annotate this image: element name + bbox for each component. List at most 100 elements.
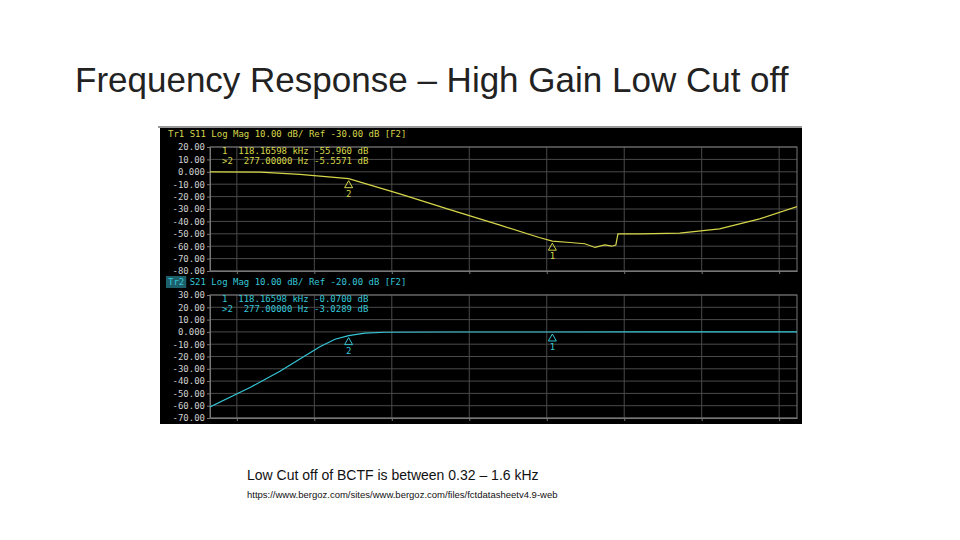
- grid-line-y: [210, 209, 797, 210]
- y-tick-label: -20.00: [172, 192, 205, 202]
- y-tick: -20.00: [172, 352, 210, 362]
- marker-readout: >2 277.00000 Hz -3.0289 dB: [222, 304, 368, 314]
- y-tick-label: 20.00: [178, 303, 205, 313]
- y-tick-mark: [207, 357, 210, 358]
- grid-line-y: [210, 319, 797, 320]
- marker-label: 1: [550, 342, 555, 352]
- y-tick-mark: [207, 369, 210, 370]
- y-tick-mark: [207, 147, 210, 148]
- y-tick: 10.00: [178, 315, 210, 325]
- y-tick-mark: [207, 344, 210, 345]
- x-tick-mark: [392, 418, 393, 421]
- y-tick-mark: [207, 418, 210, 419]
- marker-labels: 11 118.16598 kHz -55.960 dB2>2 277.00000…: [222, 146, 555, 261]
- x-tick: [469, 271, 470, 274]
- y-tick: -10.00: [172, 180, 210, 190]
- y-tick: -40.00: [172, 376, 210, 386]
- grid: [210, 147, 797, 271]
- x-tick-mark: [547, 271, 548, 274]
- x-tick-mark: [314, 418, 315, 421]
- x-tick: [237, 271, 238, 274]
- y-tick-label: 20.00: [178, 142, 205, 152]
- x-tick-mark: [779, 418, 780, 421]
- grid-line-y: [210, 368, 797, 369]
- x-axis-line: [211, 271, 798, 272]
- y-tick-label: -30.00: [172, 364, 205, 374]
- y-tick: -40.00: [172, 217, 210, 227]
- x-tick: [779, 271, 780, 274]
- x-axis: [211, 418, 798, 421]
- y-tick: -70.00: [172, 413, 210, 423]
- y-tick-label: -70.00: [172, 254, 205, 264]
- plot-area: [210, 172, 797, 250]
- grid-line-x: [624, 147, 625, 271]
- y-tick: 0.000: [178, 327, 210, 337]
- y-tick-mark: [207, 221, 210, 222]
- grid-line-x: [624, 295, 625, 418]
- x-tick-mark: [469, 418, 470, 421]
- x-tick: [314, 418, 315, 421]
- y-tick-label: -70.00: [172, 413, 205, 423]
- trace-header: Tr2 S21 Log Mag 10.00 dB/ Ref -20.00 dB …: [166, 276, 406, 288]
- x-tick-mark: [237, 418, 238, 421]
- y-axis-line: [210, 296, 211, 419]
- grid-line-y: [210, 233, 797, 234]
- x-axis-line: [211, 418, 798, 419]
- x-tick-mark: [314, 271, 315, 274]
- trace-line: [210, 332, 797, 407]
- grid-line-x: [546, 295, 547, 418]
- x-tick: [547, 418, 548, 421]
- y-tick-label: 10.00: [178, 155, 205, 165]
- y-tick: -80.00: [172, 266, 210, 276]
- marker-readout: 1 118.16598 kHz -0.0700 dB: [222, 294, 368, 304]
- y-tick-label: 0.000: [178, 167, 205, 177]
- marker-label: 1: [550, 251, 555, 261]
- x-tick: [624, 271, 625, 274]
- y-tick: 0.000: [178, 167, 210, 177]
- grid-line-x: [469, 147, 470, 271]
- x-axis: [211, 271, 798, 274]
- grid-line-y: [210, 171, 797, 172]
- x-tick-mark: [702, 418, 703, 421]
- grid-line-x: [546, 147, 547, 271]
- y-tick-mark: [207, 271, 210, 272]
- y-tick: -30.00: [172, 204, 210, 214]
- grid-line-x: [701, 295, 702, 418]
- x-tick-mark: [469, 271, 470, 274]
- y-tick-mark: [207, 295, 210, 296]
- y-tick-label: 0.000: [178, 327, 205, 337]
- x-tick: [314, 271, 315, 274]
- screen-border: [158, 126, 802, 128]
- grid-line-y: [210, 196, 797, 197]
- y-tick-mark: [207, 197, 210, 198]
- grid: [210, 295, 797, 418]
- x-tick: [702, 271, 703, 274]
- marker-readout: 1 118.16598 kHz -55.960 dB: [222, 146, 368, 156]
- trace-title: Tr2 S21 Log Mag 10.00 dB/ Ref -20.00 dB …: [168, 277, 406, 287]
- y-tick-label: -50.00: [172, 389, 205, 399]
- x-tick-mark: [624, 271, 625, 274]
- y-tick: 10.00: [178, 155, 210, 165]
- y-axis-line: [210, 148, 211, 272]
- y-tick-mark: [207, 381, 210, 382]
- y-tick: -20.00: [172, 192, 210, 202]
- y-tick-label: 30.00: [178, 290, 205, 300]
- y-tick: 20.00: [178, 142, 210, 152]
- y-tick-label: -80.00: [172, 266, 205, 276]
- x-tick: [392, 271, 393, 274]
- marker-triangle: [548, 334, 556, 341]
- panel: 20.00 10.00 0.000 -10.00 -20.00 -30.00 -40.00 -…: [168, 129, 798, 276]
- y-tick-mark: [207, 393, 210, 394]
- x-tick: [547, 271, 548, 274]
- grid-line-x: [779, 295, 780, 418]
- x-tick-mark: [702, 271, 703, 274]
- x-tick-mark: [547, 418, 548, 421]
- plot-area: [210, 332, 797, 407]
- grid-line-y: [210, 381, 797, 382]
- y-tick-label: -60.00: [172, 242, 205, 252]
- grid-line-x: [469, 295, 470, 418]
- trace-title: Tr1 S11 Log Mag 10.00 dB/ Ref -30.00 dB …: [168, 129, 406, 139]
- y-tick: -70.00: [172, 254, 210, 264]
- x-tick-mark: [392, 271, 393, 274]
- grid-line-x: [779, 147, 780, 271]
